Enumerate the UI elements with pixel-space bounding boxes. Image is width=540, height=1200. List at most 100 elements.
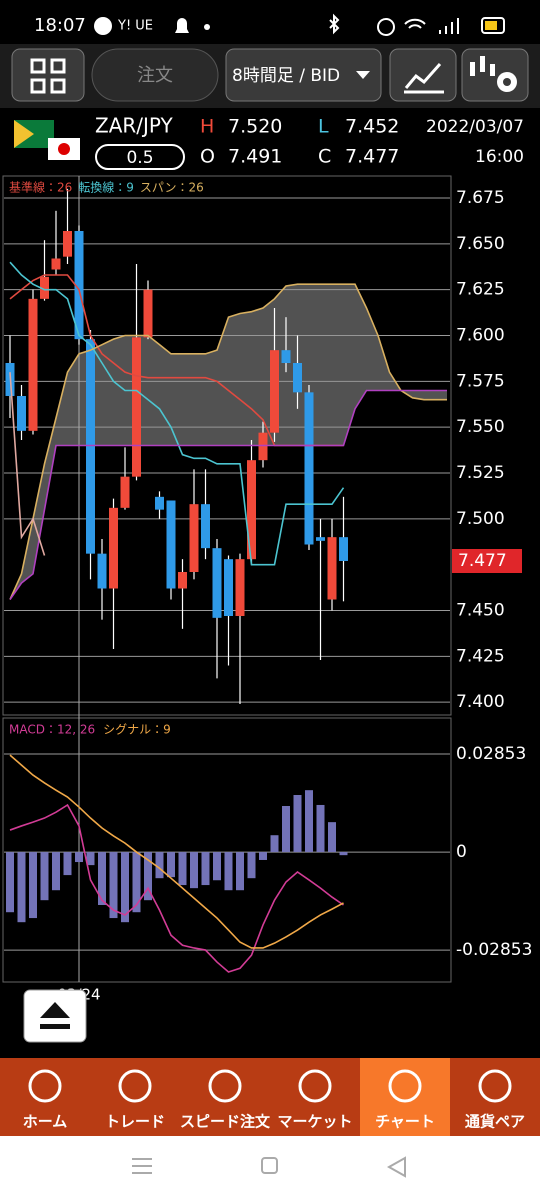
histogram-bar	[75, 852, 83, 863]
indicator-line	[9, 283, 447, 600]
candle-body	[74, 231, 84, 340]
open-label: O	[200, 146, 215, 168]
candle-body	[339, 537, 348, 561]
cloud	[10, 284, 447, 600]
clock: 18:07	[34, 15, 86, 36]
indicator-line	[9, 389, 447, 600]
histogram-bar	[29, 852, 37, 919]
dot-icon	[204, 24, 210, 30]
status-bar	[0, 0, 540, 44]
menu-button[interactable]	[11, 48, 85, 102]
timeframe-button[interactable]	[225, 48, 382, 102]
histogram-bar	[144, 852, 152, 901]
timeframe-label: 8時間足 / BID	[232, 66, 340, 86]
indicator-line	[9, 372, 46, 556]
histogram-bar	[155, 852, 164, 879]
histogram-bar	[132, 852, 141, 913]
histogram-bar	[17, 852, 26, 923]
histogram-bar	[201, 852, 210, 886]
candle-body	[132, 337, 141, 477]
order-button[interactable]	[91, 48, 219, 102]
candle-body	[304, 392, 314, 545]
histogram-bar	[6, 852, 14, 913]
legend-entry: スパン：26	[140, 181, 204, 195]
lot-box[interactable]	[95, 144, 185, 170]
histogram-bar	[109, 852, 118, 919]
price-chart: 7.675 7.650 7.625 7.600 7.575 7.550 7.525 7.500…	[4, 176, 522, 1004]
candle-body	[178, 572, 187, 589]
low-label: L	[318, 116, 329, 138]
histogram-bar	[63, 852, 72, 876]
nav-label: トレード	[105, 1113, 165, 1131]
candle-body	[224, 559, 233, 616]
histogram-bar	[259, 852, 267, 860]
histogram-bar	[328, 822, 336, 853]
histogram-bar	[293, 795, 302, 853]
legend-entry: シグナル：9	[103, 723, 171, 737]
y-tick-label: -0.02853	[456, 940, 532, 960]
histogram-bar	[40, 852, 49, 901]
quote-time: 16:00	[475, 147, 524, 167]
histogram-bar	[270, 835, 279, 853]
carrier: Y! UE	[117, 19, 153, 34]
nav-label: マーケット	[277, 1113, 352, 1131]
y-tick-label: 7.675	[456, 188, 505, 208]
nav-icon	[478, 1069, 512, 1103]
histogram-bar	[282, 806, 290, 853]
bell-icon	[175, 18, 189, 33]
price-panel	[2, 175, 452, 716]
legend-entry: 基準線：26	[9, 180, 72, 195]
y-tick-label: 7.575	[456, 371, 505, 391]
candle-body	[327, 537, 337, 600]
quote-date: 2022/03/07	[426, 117, 524, 137]
open-value: 7.491	[228, 146, 282, 168]
y-tick-label: 7.500	[456, 509, 505, 529]
candle-body	[316, 537, 325, 541]
histogram-bar	[305, 790, 313, 853]
indicator-line	[9, 803, 344, 973]
candle-body	[97, 553, 107, 589]
candle-body	[86, 339, 95, 554]
collapse-icon	[40, 1002, 70, 1029]
y-tick-label: 0.02853	[456, 744, 526, 764]
nav-label: チャート	[375, 1113, 435, 1131]
system-icons	[329, 13, 505, 36]
settings-icon-hole	[503, 78, 511, 86]
nav-label: 通貨ペア	[465, 1113, 525, 1131]
y-tick-label: 7.600	[456, 326, 505, 346]
candle-body	[40, 276, 49, 299]
candle-body	[166, 500, 176, 589]
histogram-bar	[52, 852, 60, 891]
nav-icon	[298, 1069, 332, 1103]
candle-body	[143, 289, 153, 338]
y-tick-label: 7.525	[456, 463, 505, 483]
system-nav-icons	[132, 1156, 406, 1178]
candle-body	[270, 350, 279, 433]
candle-body	[189, 504, 199, 572]
histogram-bar	[224, 852, 233, 891]
candle-body	[281, 350, 291, 363]
candle-body	[63, 231, 72, 257]
histogram-bar	[316, 804, 325, 853]
y-tick-label: 7.550	[456, 417, 505, 437]
histogram-bar	[178, 852, 187, 886]
candle-body	[17, 396, 26, 431]
order-label: 注文	[137, 65, 173, 86]
y-tick-label: 7.425	[456, 646, 505, 666]
y-tick-label: 7.625	[456, 280, 505, 300]
candle-body	[293, 363, 302, 393]
histogram-bar	[86, 852, 95, 866]
legend-entry: 転換線：9	[78, 180, 134, 195]
lot: 0.5	[126, 148, 153, 168]
histogram-bar	[167, 852, 175, 878]
y-tick-label: 7.450	[456, 601, 505, 621]
macd-panel	[2, 717, 452, 983]
low-value: 7.452	[345, 116, 399, 138]
battery-level	[485, 21, 497, 30]
pair: ZAR/JPY	[95, 114, 174, 138]
nav-items: ホーム トレード スピード注文 マーケット チャート 通貨ペア	[23, 1058, 525, 1136]
high-value: 7.520	[228, 116, 282, 138]
y-tick-label: 7.400	[456, 692, 505, 712]
